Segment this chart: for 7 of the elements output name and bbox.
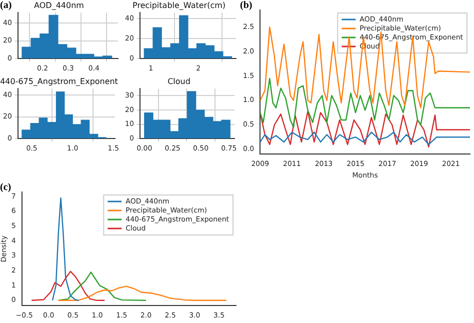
chart-title: Cloud — [168, 76, 190, 86]
text: (a) — [0, 0, 12, 11]
chart-title: 440-675_Angstrom_Exponent — [0, 76, 118, 86]
chart-title: AOD_440nm — [34, 0, 84, 10]
text: (c) — [0, 182, 12, 193]
chart-title: Precipitable_Water(cm) — [132, 0, 226, 10]
text: (b) — [240, 0, 252, 11]
